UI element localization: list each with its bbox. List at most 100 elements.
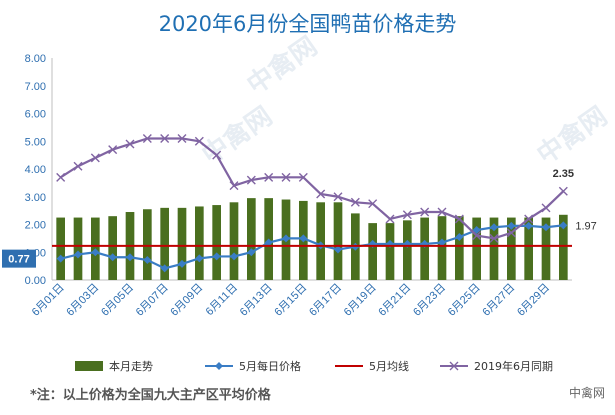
footnote: *注：以上价格为全国九大主产区平均价格 <box>30 388 271 403</box>
x-point <box>385 214 395 224</box>
x-point <box>506 228 516 238</box>
bar <box>56 217 65 280</box>
diamond-point <box>524 221 533 230</box>
diamond-point <box>247 248 256 257</box>
data-label: 1.97 <box>575 220 596 232</box>
x-tick-label: 6月15日 <box>272 282 309 319</box>
watermark-text: 中禽网 <box>241 31 323 101</box>
x-point <box>108 145 118 155</box>
x-point <box>177 133 187 143</box>
x-tick-label: 6月13日 <box>238 282 275 319</box>
x-point <box>524 214 534 224</box>
watermark-text: 中禽网 <box>531 101 613 171</box>
x-point <box>73 161 83 171</box>
chart-title: 2020年6月份全国鸭苗价格走势 <box>158 12 457 36</box>
x-point <box>454 214 464 224</box>
x-point <box>541 203 551 213</box>
x-point <box>281 172 291 182</box>
diamond-point <box>195 254 204 263</box>
x-point <box>229 181 239 191</box>
diamond-point <box>212 252 221 261</box>
data-label-box <box>2 249 36 268</box>
x-tick-label: 6月23日 <box>411 282 448 319</box>
x-point <box>437 207 447 217</box>
x-tick-label: 6月17日 <box>307 282 344 319</box>
y-tick-label: 8.00 <box>25 53 46 65</box>
y-tick-label: 3.00 <box>25 192 46 204</box>
legend-marker <box>449 361 459 371</box>
bar <box>108 216 117 280</box>
diamond-point <box>143 256 152 265</box>
diamond-point <box>160 264 169 273</box>
x-point <box>350 197 360 207</box>
x-point <box>558 186 568 196</box>
x-point <box>90 153 100 163</box>
x-point <box>160 133 170 143</box>
bar <box>541 217 551 280</box>
diamond-point <box>438 238 446 247</box>
diamond-point <box>542 223 550 232</box>
x-point <box>56 172 66 182</box>
data-label: 2.35 <box>553 168 574 180</box>
x-tick-label: 6月01日 <box>30 282 67 319</box>
bar <box>143 209 152 280</box>
y-tick-label: 0.00 <box>25 275 46 287</box>
x-point <box>142 133 152 143</box>
x-point <box>489 233 499 243</box>
bar <box>524 217 533 280</box>
bar <box>385 223 395 280</box>
bar <box>507 217 516 280</box>
bar <box>229 202 239 280</box>
brand-logo: 中禽网 <box>568 386 605 400</box>
bar <box>247 198 256 280</box>
watermark-text: 中禽网 <box>196 101 278 171</box>
bar <box>455 216 464 280</box>
diamond-point <box>74 250 82 259</box>
bar <box>368 223 377 280</box>
bar <box>559 214 568 280</box>
x-tick-label: 6月03日 <box>64 282 101 319</box>
x-tick-label: 6月11日 <box>204 282 240 318</box>
diamond-point <box>126 253 134 262</box>
x-point <box>125 139 135 149</box>
diamond-point <box>490 223 498 232</box>
x-point <box>194 136 204 146</box>
x-point <box>368 199 378 209</box>
x-tick-label: 6月25日 <box>446 282 483 319</box>
x-point <box>402 210 412 220</box>
x-tick-label: 6月09日 <box>168 282 205 319</box>
diamond-point <box>282 234 290 243</box>
bar-series <box>56 198 568 280</box>
diamond-point <box>299 234 308 243</box>
x-point <box>246 175 256 185</box>
y-tick-label: 7.00 <box>25 81 46 93</box>
diamond-point <box>472 226 481 235</box>
x-point <box>420 207 430 217</box>
diamond-point <box>559 221 568 230</box>
bar <box>472 217 481 280</box>
diamond-point <box>56 254 65 263</box>
bar <box>489 217 499 280</box>
y-tick-label: 4.00 <box>25 164 46 176</box>
diamond-point <box>230 252 238 261</box>
bar <box>420 217 429 280</box>
y-tick-label: 6.00 <box>25 109 46 121</box>
bar <box>212 205 221 280</box>
legend: 本月走势 5月每日价格 5月均线 2019年6月同期 <box>75 359 553 373</box>
x-tick-label: 6月27日 <box>480 282 517 319</box>
bar <box>316 202 325 280</box>
data-label: 0.77 <box>8 254 29 266</box>
x-point <box>298 172 308 182</box>
diamond-point <box>178 259 186 268</box>
x-point <box>264 172 274 182</box>
bar <box>73 217 83 280</box>
bar <box>437 216 447 280</box>
x-point <box>472 231 482 241</box>
x-tick-label: 6月21日 <box>376 282 413 319</box>
bar <box>333 202 343 280</box>
bar <box>160 207 169 280</box>
x-point <box>316 189 326 199</box>
diamond-point <box>264 238 273 247</box>
diamond-point <box>455 232 464 241</box>
